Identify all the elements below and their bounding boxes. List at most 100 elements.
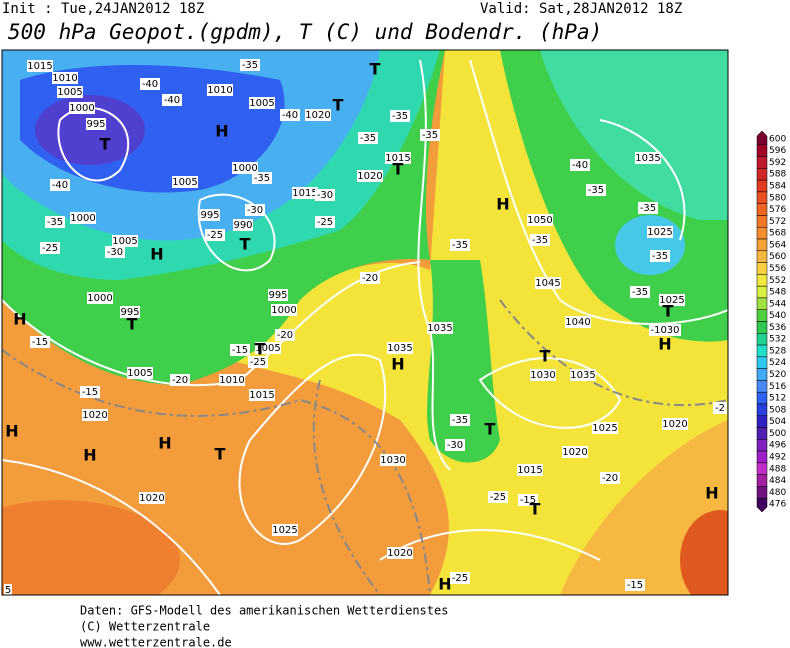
colorbar-cell xyxy=(756,356,768,369)
colorbar-cell xyxy=(756,344,768,358)
pressure-center: T xyxy=(485,420,496,439)
contour-label: 1005 xyxy=(127,368,152,379)
label-box xyxy=(249,97,275,109)
contour-label: -35 xyxy=(242,60,258,71)
label-box xyxy=(518,494,538,506)
contour-label: -2 xyxy=(715,403,725,414)
colorbar-label: 536 xyxy=(769,323,786,333)
pressure-center: H xyxy=(5,422,18,441)
label-box xyxy=(40,242,60,254)
colorbar-label: 596 xyxy=(769,146,786,156)
contour-label: -40 xyxy=(52,180,68,191)
contour-label: 1020 xyxy=(139,493,164,504)
colorbar-label: 588 xyxy=(769,170,786,180)
colorbar-label: 556 xyxy=(769,264,786,274)
label-box xyxy=(30,336,50,348)
colorbar-cell xyxy=(756,474,768,487)
contour-label: 1025 xyxy=(592,423,617,434)
label-box xyxy=(380,454,406,466)
contour-label: -15 xyxy=(520,495,536,506)
pressure-center: H xyxy=(391,355,404,374)
contour-label: -35 xyxy=(392,111,408,122)
contour-label: -40 xyxy=(282,110,298,121)
label-box xyxy=(52,72,78,84)
pressure-center: T xyxy=(370,60,381,79)
colorbar-cell xyxy=(756,238,768,252)
pressure-center: H xyxy=(658,335,671,354)
label-box xyxy=(445,439,465,451)
pressure-center: T xyxy=(540,347,551,366)
colorbar-cell xyxy=(756,439,768,452)
contour-label: 1010 xyxy=(219,375,244,386)
contour-label: 1035 xyxy=(387,343,412,354)
label-box xyxy=(275,329,295,341)
pressure-center: H xyxy=(158,434,171,453)
colorbar-cell xyxy=(756,285,768,299)
colorbar-label: 592 xyxy=(769,158,786,168)
pressure-center: H xyxy=(496,195,509,214)
contour-label: 1005 xyxy=(172,177,197,188)
contour-label: -20 xyxy=(172,375,188,386)
label-box xyxy=(82,409,108,421)
label-box xyxy=(570,159,590,171)
label-box xyxy=(358,132,378,144)
label-box xyxy=(140,78,160,90)
pressure-center: T xyxy=(663,302,674,321)
contour-label: -20 xyxy=(602,473,618,484)
contour-label: -30 xyxy=(447,440,463,451)
contour-label: -25 xyxy=(250,357,266,368)
label-box xyxy=(450,239,470,251)
label-box xyxy=(57,86,83,98)
colorbar-cell xyxy=(756,215,768,228)
colorbar-cell xyxy=(756,415,768,428)
label-box xyxy=(112,235,138,247)
label-box xyxy=(139,492,165,504)
contour-label: -35 xyxy=(588,185,604,196)
contour-label: -15 xyxy=(627,580,643,591)
contour-label: -25 xyxy=(317,217,333,228)
colorbar-cell xyxy=(756,321,768,334)
label-box xyxy=(488,491,508,503)
label-box xyxy=(360,272,380,284)
label-box xyxy=(535,277,561,289)
label-box xyxy=(530,234,550,246)
contour-label: 1005 xyxy=(255,343,280,354)
label-box xyxy=(450,414,470,426)
footer-line: www.wetterzentrale.de xyxy=(80,636,232,648)
colorbar-label: 488 xyxy=(769,464,786,474)
label-box xyxy=(592,422,618,434)
label-box xyxy=(570,369,596,381)
contour-label: -35 xyxy=(452,415,468,426)
pressure-center: H xyxy=(215,122,228,141)
contour-label: 1005 xyxy=(112,236,137,247)
pressure-center: T xyxy=(393,160,404,179)
colorbar-cell xyxy=(756,403,768,416)
contour-label: -15 xyxy=(232,345,248,356)
label-box xyxy=(240,59,260,71)
pressure-center: T xyxy=(127,315,138,334)
colorbar-cell xyxy=(756,262,768,275)
colorbar-label: 568 xyxy=(769,229,786,239)
colorbar-label: 492 xyxy=(769,452,786,462)
label-box xyxy=(420,129,440,141)
contour-label: 1010 xyxy=(207,85,232,96)
colorbar-label: 500 xyxy=(769,429,786,439)
contour-label: 1030 xyxy=(380,455,405,466)
colorbar-label: 560 xyxy=(769,252,786,262)
contour-label: 995 xyxy=(200,210,219,221)
colorbar-cell xyxy=(756,227,768,240)
label-box xyxy=(357,170,383,182)
pressure-center: H xyxy=(83,446,96,465)
label-box xyxy=(200,209,220,221)
label-box xyxy=(650,250,670,262)
contour-label: 1020 xyxy=(357,171,382,182)
colorbar-label: 544 xyxy=(769,299,786,309)
colorbar-cell xyxy=(756,462,768,475)
contour-label: 1010 xyxy=(52,73,77,84)
pressure-center: T xyxy=(255,340,266,359)
label-box xyxy=(387,547,413,559)
colorbar-cell xyxy=(756,144,768,157)
contour-label: 990 xyxy=(233,220,252,231)
